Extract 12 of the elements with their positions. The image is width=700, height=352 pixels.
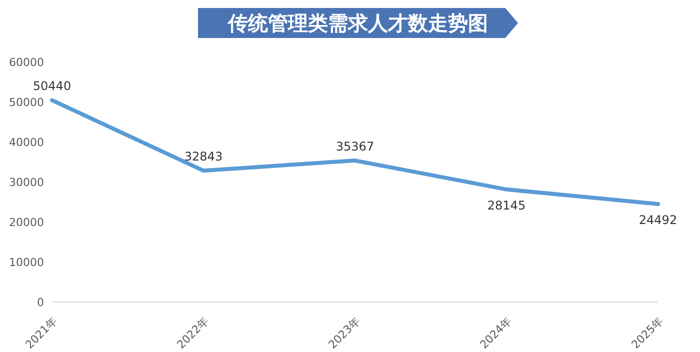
y-tick-label: 0 <box>37 296 44 309</box>
data-label: 32843 <box>184 150 223 164</box>
data-label: 24492 <box>638 213 678 228</box>
y-tick-label: 60000 <box>9 56 44 69</box>
y-tick-label: 20000 <box>9 216 44 229</box>
y-tick-label: 10000 <box>9 256 44 269</box>
y-tick-label: 30000 <box>9 176 44 189</box>
data-label: 28145 <box>487 198 526 212</box>
data-label: 35367 <box>336 140 374 154</box>
data-label: 50440 <box>32 79 72 94</box>
y-tick-label: 40000 <box>9 136 44 149</box>
y-tick-label: 50000 <box>9 96 44 109</box>
